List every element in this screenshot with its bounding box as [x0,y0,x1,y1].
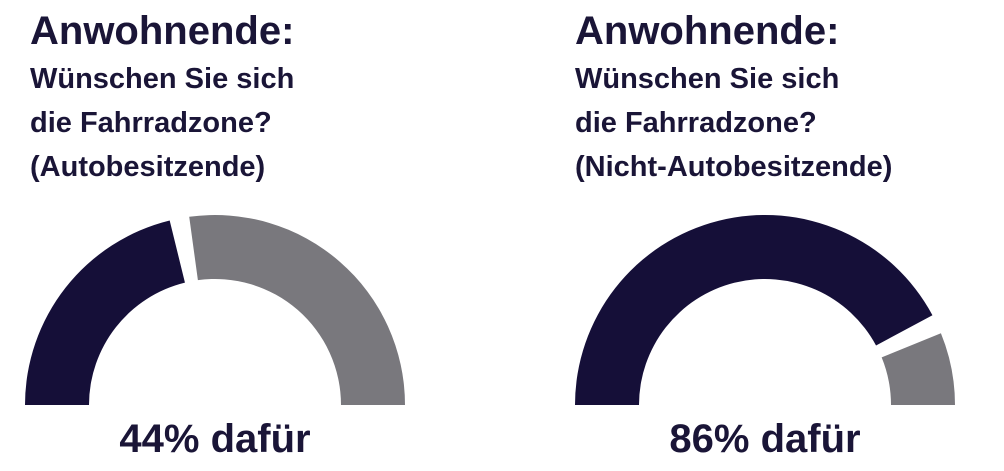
chart-subtitle: (Nicht-Autobesitzende) [575,151,892,183]
chart-subtitle: (Autobesitzende) [30,151,265,183]
center-label: 44% dafür [119,417,310,461]
arc-segment [189,215,405,405]
chart-subtitle: die Fahrradzone? [30,107,272,139]
chart-subtitle: die Fahrradzone? [575,107,817,139]
arc-segment [881,333,955,405]
chart-title: Anwohnende: [575,9,839,53]
chart-title: Anwohnende: [30,9,294,53]
center-label: 86% dafür [669,417,860,461]
chart-subtitle: Wünschen Sie sich [575,63,839,95]
chart-subtitle: Wünschen Sie sich [30,63,294,95]
arc-segment [575,214,933,405]
arc-segment [25,220,185,405]
